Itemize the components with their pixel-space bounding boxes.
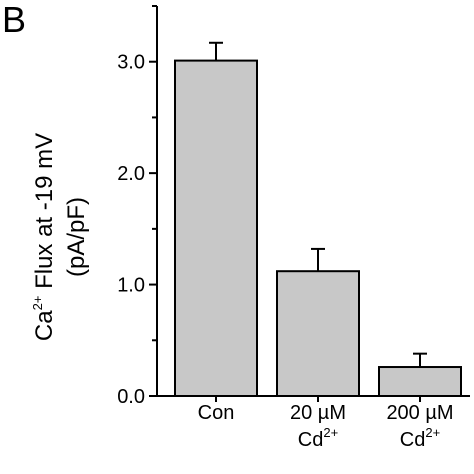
bars-group — [174, 41, 462, 398]
y-axis-title: Ca2+ Flux at -19 mV (pA/pF) — [30, 133, 90, 341]
y-ticks-group: 0.0 1.0 2.0 3.0 — [117, 5, 157, 408]
x-label-line1-0: Con — [198, 402, 235, 424]
y-tick-label-0: 0.0 — [117, 386, 145, 408]
y-tick-label-1: 1.0 — [117, 275, 145, 297]
axes-group — [156, 6, 470, 397]
x-label-line1-2: 200 µM — [386, 402, 453, 424]
y-axis-title-line2: (pA/pF) — [63, 197, 90, 277]
bar-2 — [378, 366, 462, 397]
y-tick-label-2: 2.0 — [117, 163, 145, 185]
bar-0 — [174, 59, 258, 397]
panel-label: B — [2, 0, 26, 40]
y-tick-label-3: 3.0 — [117, 52, 145, 74]
x-label-line2-2: Cd2+ — [400, 425, 440, 451]
x-label-line2-1: Cd2+ — [298, 425, 338, 451]
x-label-line1-1: 20 µM — [290, 402, 346, 424]
bar-1 — [276, 270, 360, 398]
y-axis-title-line1: Ca2+ Flux at -19 mV — [30, 133, 58, 341]
